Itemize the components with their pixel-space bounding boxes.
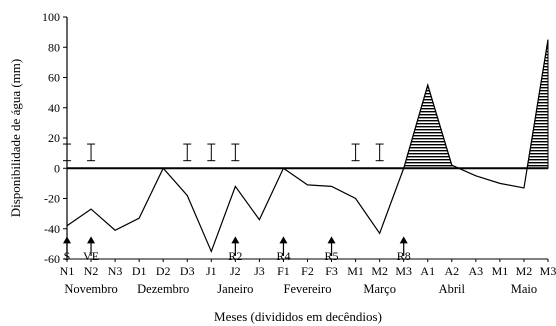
- x-tick-label: A2: [444, 264, 459, 278]
- month-label: Novembro: [64, 282, 117, 296]
- tick-labels: -60 -40 -20 0 20 40 60 80 100 N1 N2 N3 D1 D2 D3 J1 J2 J3 F…: [42, 10, 556, 296]
- month-label: Dezembro: [137, 282, 189, 296]
- y-tick-label: -60: [44, 252, 60, 266]
- x-tick-label: D2: [156, 264, 171, 278]
- x-tick-label: M3: [540, 264, 556, 278]
- x-tick-label: F3: [325, 264, 338, 278]
- x-tick-label: J1: [206, 264, 217, 278]
- x-axis-title: Meses (divididos em decêndios): [214, 309, 382, 324]
- annotation-label: S: [64, 249, 71, 263]
- month-label: Fevereiro: [284, 282, 332, 296]
- y-tick-label: 100: [42, 10, 60, 24]
- axes: [63, 16, 549, 262]
- x-tick-label: M1: [347, 264, 364, 278]
- annotation-arrowhead: [87, 236, 96, 244]
- annotations: S VE R2 R4 R5 R8: [63, 236, 411, 263]
- y-tick-label: -40: [44, 222, 60, 236]
- y-tick-label: 0: [54, 161, 60, 175]
- y-axis-title: Disponibilidade de água (mm): [8, 59, 23, 218]
- x-tick-label: D1: [132, 264, 147, 278]
- month-label: Janeiro: [217, 282, 253, 296]
- annotation-arrowhead: [327, 236, 336, 244]
- month-label: Abril: [439, 282, 466, 296]
- series-line: [66, 39, 549, 254]
- annotation-arrowhead: [399, 236, 408, 244]
- annotation-label: R4: [276, 249, 290, 263]
- x-tick-label: N1: [60, 264, 75, 278]
- month-label: Maio: [511, 282, 537, 296]
- x-tick-label: J2: [230, 264, 241, 278]
- x-tick-label: N3: [108, 264, 123, 278]
- annotation-label: R5: [325, 249, 339, 263]
- y-tick-label: 20: [48, 131, 60, 145]
- x-tick-label: A3: [469, 264, 484, 278]
- x-tick-label: F1: [277, 264, 290, 278]
- annotation-arrowhead: [231, 236, 240, 244]
- x-tick-label: M3: [395, 264, 412, 278]
- x-tick-label: M2: [516, 264, 533, 278]
- annotation-label: R8: [397, 249, 411, 263]
- surplus-areas: [403, 39, 549, 169]
- x-tick-label: M1: [492, 264, 509, 278]
- y-tick-label: 60: [48, 71, 60, 85]
- x-tick-label: D3: [180, 264, 195, 278]
- series-line-group: [66, 39, 549, 254]
- annotation-arrowhead: [279, 236, 288, 244]
- x-tick-label: F2: [301, 264, 314, 278]
- annotation-label: R2: [228, 249, 242, 263]
- x-tick-label: N2: [84, 264, 99, 278]
- x-tick-label: J3: [254, 264, 265, 278]
- x-tick-label: M2: [371, 264, 388, 278]
- y-tick-label: 80: [48, 40, 60, 54]
- y-tick-label: -20: [44, 192, 60, 206]
- month-label: Março: [363, 282, 396, 296]
- annotation-label: VE: [83, 249, 99, 263]
- x-tick-label: A1: [420, 264, 435, 278]
- error-bars: [63, 143, 384, 162]
- y-tick-label: 40: [48, 101, 60, 115]
- annotation-arrowhead: [63, 236, 71, 244]
